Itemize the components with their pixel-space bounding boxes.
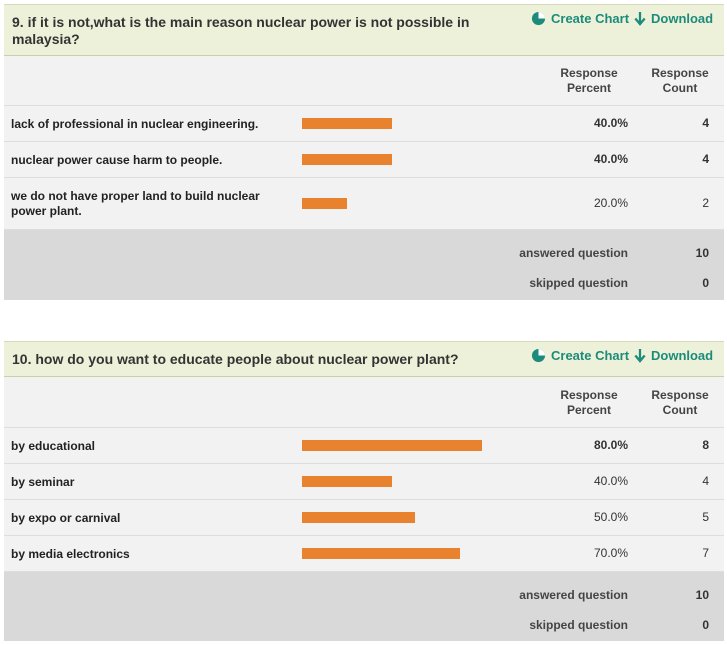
answer-row: by educational 80.0% 8 bbox=[4, 428, 724, 464]
answer-row: by expo or carnival 50.0% 5 bbox=[4, 500, 724, 536]
answered-question-count: 10 bbox=[695, 246, 709, 260]
create-chart-button[interactable]: Create Chart bbox=[531, 11, 629, 26]
answer-row: we do not have proper land to build nucl… bbox=[4, 178, 724, 230]
response-percent: 40.0% bbox=[593, 152, 628, 166]
response-bar bbox=[302, 118, 392, 129]
question-10-title: 10. how do you want to educate people ab… bbox=[12, 351, 459, 367]
response-bar bbox=[302, 476, 392, 487]
answer-row: lack of professional in nuclear engineer… bbox=[4, 106, 724, 142]
response-percent: 70.0% bbox=[593, 546, 628, 560]
skipped-question-count: 0 bbox=[702, 618, 709, 632]
download-label: Download bbox=[651, 348, 714, 363]
answer-label: lack of professional in nuclear engineer… bbox=[11, 117, 259, 131]
pie-chart-icon bbox=[531, 348, 546, 363]
download-arrow-icon bbox=[634, 348, 646, 363]
response-percent: 40.0% bbox=[593, 116, 628, 130]
answered-question-label: answered question bbox=[519, 246, 628, 260]
response-count: 4 bbox=[702, 116, 709, 130]
column-header: Response Percent Response Count bbox=[4, 377, 724, 428]
answer-label: by media electronics bbox=[11, 547, 130, 561]
answer-label: by seminar bbox=[11, 475, 75, 489]
question-10-header: 10. how do you want to educate people ab… bbox=[4, 341, 724, 377]
response-bar bbox=[302, 440, 482, 451]
create-chart-label: Create Chart bbox=[551, 11, 630, 26]
response-count-header: Response Count bbox=[651, 388, 709, 417]
response-count: 4 bbox=[702, 152, 709, 166]
response-count: 5 bbox=[702, 510, 709, 524]
response-percent-header: Response Percent bbox=[560, 66, 618, 95]
create-chart-label: Create Chart bbox=[551, 348, 630, 363]
response-count: 7 bbox=[702, 546, 709, 560]
question-10-summary: answered question 10 skipped question 0 bbox=[4, 572, 724, 641]
answer-row: by seminar 40.0% 4 bbox=[4, 464, 724, 500]
question-9-summary: answered question 10 skipped question 0 bbox=[4, 230, 724, 300]
response-percent: 40.0% bbox=[593, 474, 628, 488]
skipped-question-count: 0 bbox=[702, 276, 709, 290]
pie-chart-icon bbox=[531, 11, 546, 26]
answer-label: nuclear power cause harm to people. bbox=[11, 153, 223, 167]
answered-question-count: 10 bbox=[695, 588, 709, 602]
skipped-question-label: skipped question bbox=[529, 276, 628, 290]
create-chart-button[interactable]: Create Chart bbox=[531, 348, 629, 363]
response-count: 4 bbox=[702, 474, 709, 488]
download-button[interactable]: Download bbox=[634, 348, 713, 363]
response-bar bbox=[302, 512, 415, 523]
answer-label: by expo or carnival bbox=[11, 511, 121, 525]
answer-label: we do not have proper land to build nucl… bbox=[11, 189, 260, 218]
question-9-title: 9. if it is not,what is the main reason … bbox=[12, 14, 470, 47]
response-percent-header: Response Percent bbox=[560, 388, 618, 417]
download-label: Download bbox=[651, 11, 714, 26]
response-bar bbox=[302, 548, 460, 559]
question-10-panel: 10. how do you want to educate people ab… bbox=[4, 341, 724, 641]
response-percent: 80.0% bbox=[593, 438, 628, 452]
column-header: Response Percent Response Count bbox=[4, 56, 724, 106]
question-9-panel: 9. if it is not,what is the main reason … bbox=[4, 4, 724, 300]
answer-row: nuclear power cause harm to people. 40.0%… bbox=[4, 142, 724, 178]
response-percent: 20.0% bbox=[593, 196, 628, 210]
response-count-header: Response Count bbox=[651, 66, 709, 95]
answered-question-label: answered question bbox=[519, 588, 628, 602]
response-percent: 50.0% bbox=[593, 510, 628, 524]
download-arrow-icon bbox=[634, 11, 646, 26]
question-9-header: 9. if it is not,what is the main reason … bbox=[4, 4, 724, 56]
response-bar bbox=[302, 198, 347, 209]
answer-row: by media electronics 70.0% 7 bbox=[4, 536, 724, 572]
download-button[interactable]: Download bbox=[634, 11, 713, 26]
response-count: 8 bbox=[702, 438, 709, 452]
answer-label: by educational bbox=[11, 439, 96, 453]
response-bar bbox=[302, 154, 392, 165]
skipped-question-label: skipped question bbox=[529, 618, 628, 632]
response-count: 2 bbox=[702, 196, 709, 210]
